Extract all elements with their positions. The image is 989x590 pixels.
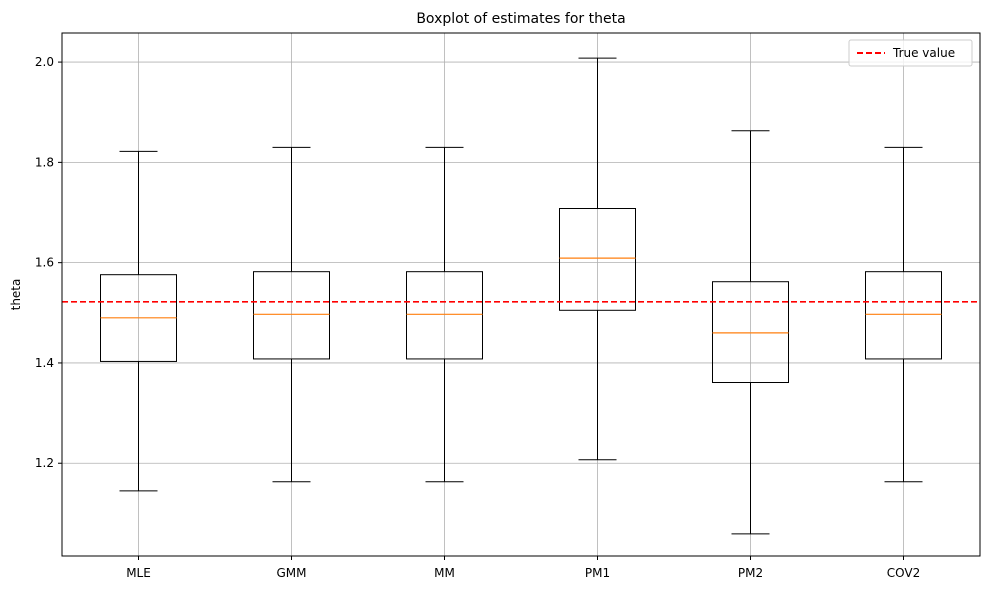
plot-frame [61,32,981,557]
x-tick-label: PM2 [738,566,763,580]
chart-title: Boxplot of estimates for theta [416,11,625,27]
box-cov2 [865,146,942,483]
x-tick-label: PM1 [585,566,610,580]
y-tick-label: 1.8 [35,155,54,169]
x-tick-label: COV2 [887,566,920,580]
box-mle [100,150,177,492]
x-tick-label: MLE [126,566,151,580]
iqr-box [253,271,330,360]
y-tick-label: 1.6 [35,256,54,270]
y-tick-label: 1.2 [35,456,54,470]
axis-ticks: 1.2 1.4 1.6 1.8 2.0 MLE GMM MM PM1 PM2 COV2 [35,55,920,580]
y-tick-label: 2.0 [35,55,54,69]
y-tick-label: 1.4 [35,356,54,370]
legend: True value [848,39,973,67]
box-pm1 [559,57,636,461]
legend-box [848,39,973,67]
iqr-box [865,271,942,360]
boxes [100,57,942,535]
y-axis-label: theta [9,279,23,311]
legend-true-value-label: True value [892,46,955,60]
x-tick-label: MM [434,566,455,580]
box-mm [406,146,483,483]
iqr-box [406,271,483,360]
iqr-box [559,208,636,311]
box-gmm [253,146,330,483]
x-tick-label: GMM [276,566,306,580]
iqr-box [712,281,789,384]
box-pm2 [712,130,789,535]
